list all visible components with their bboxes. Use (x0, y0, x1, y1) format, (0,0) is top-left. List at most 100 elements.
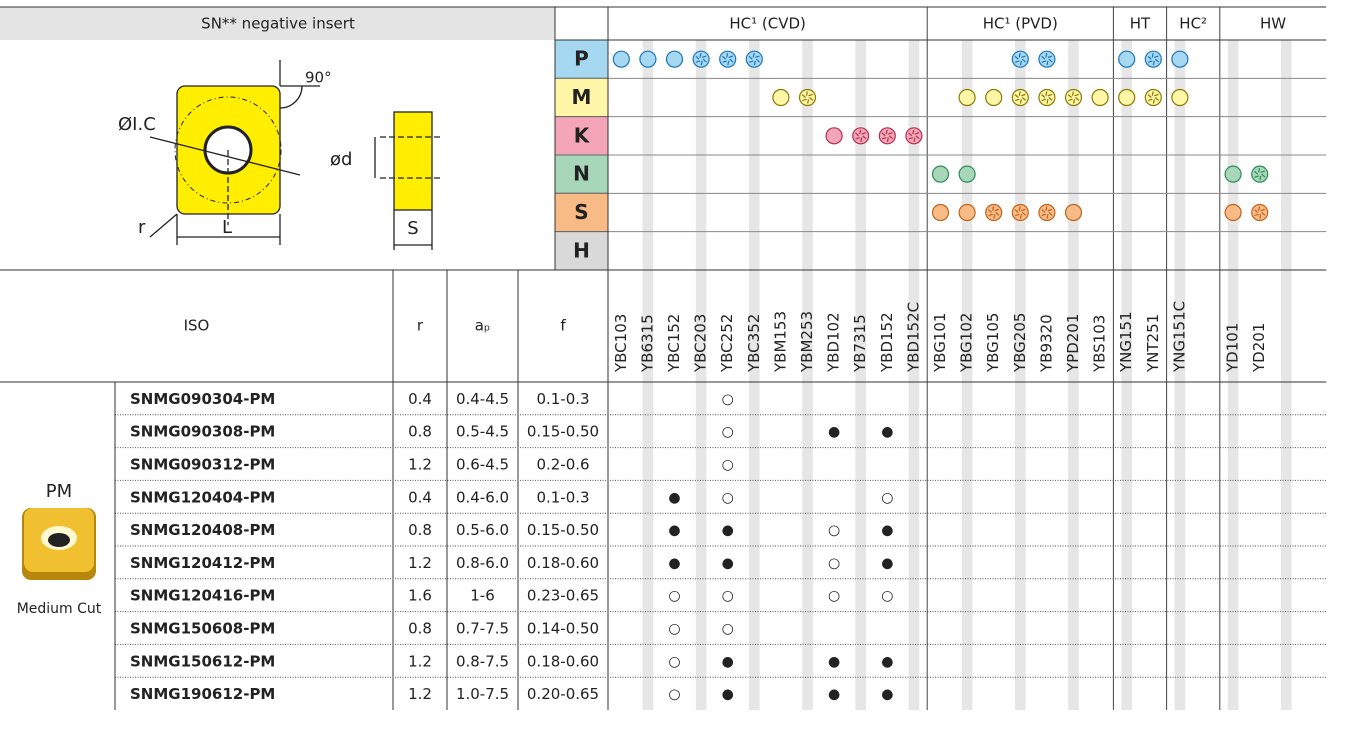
flower-petal (727, 60, 730, 66)
flower-petal (1045, 53, 1048, 58)
grade-name: YB6315 (638, 314, 656, 373)
flower-petal (695, 55, 700, 60)
flower-petal (752, 53, 755, 58)
grade-name: YBD102 (825, 312, 843, 373)
grade-mark: ● (881, 654, 893, 670)
column-stripe (908, 40, 920, 710)
flower-petal (1154, 58, 1159, 63)
grade-mark: ○ (722, 490, 734, 506)
ap-value: 1.0-7.5 (456, 685, 509, 703)
grade-mark: ● (881, 424, 893, 440)
grade-mark: ○ (828, 555, 840, 571)
flower-petal (1046, 60, 1049, 66)
f-value: 0.18-0.60 (527, 554, 599, 572)
grade-mark: ○ (828, 523, 840, 539)
flower-petal (1259, 214, 1262, 219)
flower-petal (855, 132, 860, 137)
f-value: 0.1-0.3 (536, 390, 589, 408)
group-header: HC¹ (PVD) (983, 15, 1058, 33)
pm-insert-image (22, 508, 96, 580)
flower-petal (1041, 94, 1046, 98)
flower-petal (805, 91, 808, 96)
flower-petal (881, 132, 886, 137)
flower-petal (1021, 58, 1026, 63)
r-value: 1.6 (408, 587, 432, 605)
flower-petal (1041, 98, 1047, 102)
group-header: HC¹ (CVD) (729, 15, 806, 33)
flower-petal (1261, 212, 1266, 216)
r-label: r (138, 217, 146, 238)
grade-name: YD101 (1224, 323, 1242, 373)
f-value: 0.18-0.60 (527, 652, 599, 670)
r-value: 0.8 (408, 620, 432, 638)
application-mark (612, 50, 630, 68)
flower-petal (1021, 212, 1026, 216)
column-stripe (1227, 40, 1239, 710)
insert-drawing (149, 60, 440, 250)
flower-petal (1048, 97, 1053, 101)
flower-petal (1254, 170, 1259, 175)
ap-value: 0.5-4.5 (456, 423, 509, 441)
grade-mark: ○ (722, 391, 734, 407)
flower-petal (1021, 208, 1026, 212)
flower-petal (729, 58, 734, 63)
flower-petal (1046, 214, 1049, 219)
grade-mark: ○ (881, 490, 893, 506)
grade-name: YNG151C (1170, 301, 1188, 373)
flower-petal (1258, 168, 1261, 173)
flower-mark (1064, 88, 1083, 107)
grade-name: YNG151 (1117, 311, 1135, 373)
flower-mark (905, 127, 923, 145)
column-header: f (560, 317, 566, 335)
iso-code: SNMG090304-PM (130, 390, 275, 408)
application-mark (665, 50, 684, 68)
material-label: P (574, 47, 589, 71)
grade-mark: ○ (722, 588, 734, 604)
flower-petal (913, 137, 916, 142)
header-cell (0, 7, 555, 40)
grade-name: YBG105 (984, 313, 1002, 373)
column-header: aₚ (475, 317, 491, 335)
flower-petal (748, 60, 754, 63)
flower-petal (1147, 94, 1152, 98)
flower-petal (993, 214, 996, 219)
grade-name: YNT251 (1144, 314, 1162, 373)
iso-code: SNMG150608-PM (130, 620, 275, 638)
flower-petal (1014, 213, 1020, 217)
flower-petal (1019, 99, 1022, 104)
f-value: 0.23-0.65 (527, 587, 599, 605)
group-name: PM (46, 481, 72, 502)
column-stripe (695, 40, 707, 710)
grade-name: YBC152 (665, 314, 683, 373)
grade-mark: ● (828, 687, 840, 703)
flower-petal (753, 60, 756, 66)
column-stripe (1015, 40, 1026, 710)
column-stripe (1121, 40, 1132, 710)
flower-petal (859, 129, 862, 135)
flower-petal (908, 132, 913, 137)
flower-petal (1045, 91, 1048, 96)
flower-petal (1047, 208, 1053, 212)
flower-petal (1041, 55, 1046, 60)
flower-mark (719, 50, 737, 68)
angle-label: 90° (305, 69, 332, 87)
flower-petal (1018, 206, 1021, 211)
grade-mark: ○ (881, 588, 893, 604)
iso-code: SNMG090308-PM (130, 423, 275, 441)
l-label: L (222, 217, 232, 238)
flower-petal (1014, 209, 1019, 213)
flower-mark (1011, 203, 1029, 222)
application-mark (1118, 50, 1136, 68)
grade-mark: ● (828, 424, 840, 440)
grade-name: YBM153 (771, 311, 789, 373)
r-value: 1.2 (408, 652, 432, 670)
grade-name: YBC203 (692, 314, 710, 373)
r-value: 0.8 (408, 521, 432, 539)
flower-petal (994, 208, 1000, 212)
flower-petal (988, 209, 993, 213)
flower-petal (699, 53, 702, 58)
flower-petal (702, 58, 707, 63)
flower-petal (885, 129, 888, 135)
grade-mark: ● (722, 523, 734, 539)
